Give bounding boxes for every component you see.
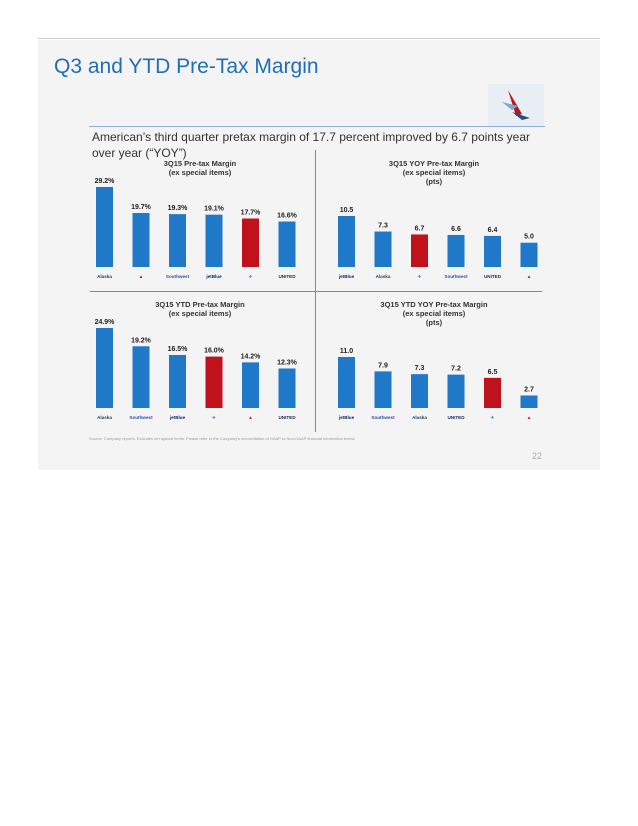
bar-american	[411, 234, 428, 267]
value-label: 14.2%	[241, 353, 262, 360]
chart-svg: 10.5 jetBlue 7.3 Alaska 6.7 ✈ 6.6 Southwest 6.4 U…	[338, 207, 538, 279]
airline-logo-delta: ▲	[527, 274, 532, 279]
value-label: 16.0%	[204, 348, 225, 355]
top-rule	[38, 38, 600, 39]
airline-logo-southwest: Southwest	[166, 274, 190, 279]
value-label: 6.7	[415, 225, 425, 232]
value-label: 19.2%	[131, 337, 152, 344]
chart-3q15-yoy-pretax-margin: 3Q15 YOY Pre-tax Margin (ex special item…	[326, 155, 542, 287]
chart-title: 3Q15 YTD Pre-tax Margin (ex special item…	[155, 300, 245, 318]
chart-3q15-ytd-pretax-margin: 3Q15 YTD Pre-tax Margin (ex special item…	[86, 296, 314, 428]
airline-logo-american: ✈	[491, 415, 496, 420]
airline-logo-southwest: Southwest	[371, 415, 395, 420]
airline-logo-united: UNITED	[447, 415, 465, 420]
bar-delta	[520, 242, 538, 267]
chart-svg: 24.9% Alaska 19.2% Southwest 16.5% jetBlue 16.…	[95, 319, 298, 420]
value-label: 17.7%	[241, 210, 262, 217]
bar-american	[242, 218, 259, 267]
airline-logo-southwest: Southwest	[129, 415, 153, 420]
value-label: 29.2%	[95, 178, 116, 185]
bar-southwest	[132, 346, 150, 408]
bar-american	[484, 377, 501, 408]
value-label: 16.5%	[168, 346, 189, 353]
airline-logo-delta: ▲	[248, 415, 253, 420]
bar-southwest	[169, 214, 186, 267]
title-underline	[89, 126, 545, 127]
value-label: 7.2	[451, 366, 461, 373]
airline-logo-jetblue: jetBlue	[205, 274, 222, 279]
bar-delta	[132, 213, 150, 267]
airline-logo-southwest: Southwest	[444, 274, 468, 279]
slide-subtitle: American’s third quarter pretax margin o…	[92, 130, 530, 160]
value-label: 12.3%	[277, 359, 298, 366]
bar-united	[278, 368, 296, 408]
chart-svg: 11.0 jetBlue 7.9 Southwest 7.3 Alaska 7.2 UNITE…	[338, 348, 538, 420]
bar-delta	[520, 395, 538, 408]
bar-united	[278, 221, 296, 267]
airline-logo-alaska: Alaska	[412, 415, 427, 420]
chart-title: 3Q15 YOY Pre-tax Margin (ex special item…	[388, 159, 480, 186]
airline-logo-delta: ▲	[139, 274, 144, 279]
bar-alaska	[96, 328, 113, 408]
bar-alaska	[411, 374, 428, 408]
airline-logo-jetblue: jetBlue	[338, 415, 355, 420]
value-label: 7.3	[415, 365, 425, 372]
value-label: 6.6	[451, 226, 461, 233]
value-label: 16.6%	[277, 213, 298, 220]
airline-logo-jetblue: jetBlue	[169, 415, 186, 420]
value-label: 19.1%	[204, 206, 225, 213]
chart-title: 3Q15 YTD YOY Pre-tax Margin (ex special …	[380, 300, 488, 327]
airline-logo-american: ✈	[249, 274, 254, 279]
value-label: 7.9	[378, 362, 388, 369]
value-label: 7.3	[378, 223, 388, 230]
logo-navy-stroke	[512, 112, 530, 120]
airline-logo-alaska: Alaska	[97, 415, 112, 420]
value-label: 24.9%	[95, 319, 116, 326]
bar-united	[447, 374, 465, 408]
bar-american	[205, 356, 223, 408]
bar-alaska	[374, 231, 392, 267]
chart-title: 3Q15 Pre-tax Margin (ex special items)	[163, 159, 237, 177]
airline-logo-united: UNITED	[278, 415, 296, 420]
value-label: 6.5	[488, 369, 498, 376]
chart-3q15-ytd-yoy-pretax-margin: 3Q15 YTD YOY Pre-tax Margin (ex special …	[326, 296, 542, 428]
value-label: 19.3%	[168, 205, 189, 212]
bar-jetblue	[169, 354, 186, 408]
value-label: 6.4	[488, 227, 498, 234]
airline-logo-jetblue: jetBlue	[338, 274, 355, 279]
american-airlines-logo	[488, 84, 544, 126]
bar-jetblue	[205, 214, 223, 267]
airline-logo-alaska: Alaska	[376, 274, 391, 279]
source-footnote: Source: Company reports. Excludes net sp…	[89, 436, 356, 441]
bar-southwest	[447, 234, 465, 267]
value-label: 19.7%	[131, 204, 152, 211]
slide-title: Q3 and YTD Pre-Tax Margin	[54, 55, 319, 78]
airline-logo-american: ✈	[418, 274, 423, 279]
airline-logo-united: UNITED	[278, 274, 296, 279]
page-number: 22	[532, 451, 543, 461]
bar-united	[484, 235, 501, 267]
logo-red-stroke	[508, 90, 522, 116]
chart-3q15-pretax-margin: 3Q15 Pre-tax Margin (ex special items) 2…	[86, 155, 314, 287]
value-label: 2.7	[524, 386, 534, 393]
value-label: 10.5	[340, 207, 354, 214]
value-label: 5.0	[524, 234, 534, 241]
chart-svg: 29.2% Alaska 19.7% ▲ 19.3% Southwest 19.1% jetB…	[95, 178, 298, 279]
bar-southwest	[374, 371, 392, 408]
value-label: 11.0	[340, 348, 353, 355]
logo-blue-stroke	[502, 102, 518, 110]
bar-jetblue	[338, 357, 355, 408]
airline-logo-united: UNITED	[484, 274, 502, 279]
bar-alaska	[96, 187, 113, 267]
quadrant-horizontal-divider	[90, 291, 542, 292]
bar-jetblue	[338, 216, 355, 267]
airline-logo-delta: ▲	[527, 415, 532, 420]
airline-logo-american: ✈	[212, 415, 217, 420]
bar-delta	[242, 362, 259, 408]
airline-logo-alaska: Alaska	[97, 274, 112, 279]
